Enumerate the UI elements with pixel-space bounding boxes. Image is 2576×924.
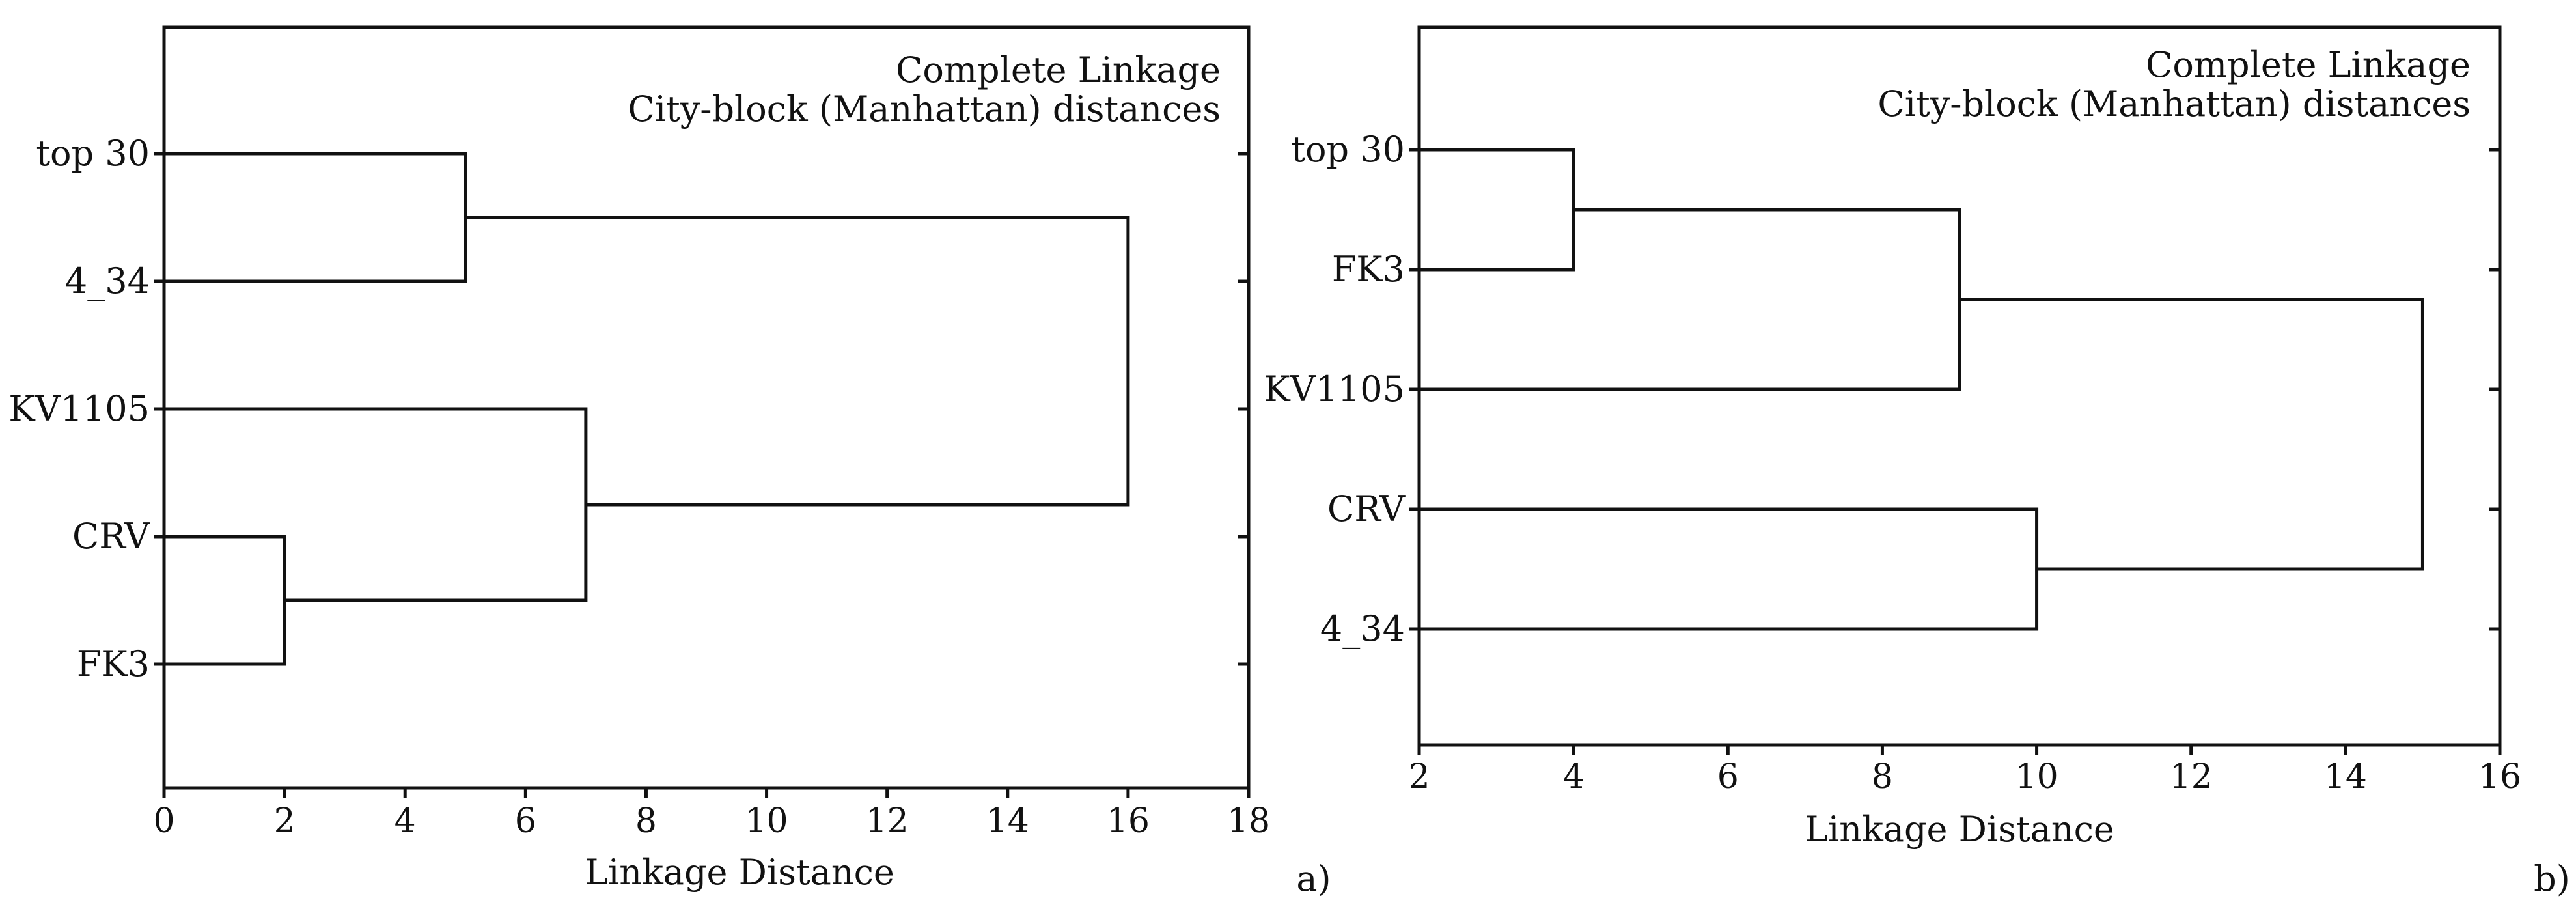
dendrogram-link <box>1419 148 1575 272</box>
x-tick-label: 2 <box>1408 757 1430 796</box>
leaf-label: CRV <box>72 516 150 557</box>
x-tick-label: 18 <box>1227 802 1270 841</box>
leaf-label: top 30 <box>1291 129 1405 170</box>
panel-label: b) <box>2534 858 2570 899</box>
x-axis-label: Linkage Distance <box>585 852 894 893</box>
leaf-label: top 30 <box>36 133 150 174</box>
x-tick-label: 12 <box>866 802 909 841</box>
x-axis-label: Linkage Distance <box>1805 809 2114 850</box>
x-tick-label: 14 <box>2324 757 2367 796</box>
x-tick-label: 0 <box>153 802 174 841</box>
x-tick-label: 10 <box>745 802 788 841</box>
x-tick-label: 2 <box>274 802 296 841</box>
leaf-label: KV1105 <box>8 388 150 429</box>
leaf-label: FK3 <box>1332 249 1405 290</box>
plot-frame <box>1417 25 2502 747</box>
x-tick-label: 8 <box>635 802 657 841</box>
x-tick-label: 4 <box>1563 757 1585 796</box>
panel-label: a) <box>1296 858 1331 899</box>
dendrogram-link <box>1419 507 2039 631</box>
leaf-label: FK3 <box>77 643 150 684</box>
x-tick-label: 8 <box>1872 757 1893 796</box>
leaf-label: KV1105 <box>1264 369 1405 410</box>
leaf-label: 4_34 <box>1320 608 1405 649</box>
x-tick-label: 16 <box>2478 757 2521 796</box>
leaf-label: 4_34 <box>65 260 150 301</box>
chart-title-line: City-block (Manhattan) distances <box>1877 83 2471 124</box>
x-tick-label: 6 <box>515 802 536 841</box>
chart-title-line: City-block (Manhattan) distances <box>628 89 1221 130</box>
x-tick-label: 14 <box>986 802 1029 841</box>
x-tick-label: 10 <box>2015 757 2058 796</box>
dendrogram-link <box>1419 208 1961 391</box>
dendrogram-link <box>1960 298 2424 571</box>
chart-title-line: Complete Linkage <box>2146 44 2471 85</box>
x-tick-label: 4 <box>395 802 416 841</box>
x-tick-label: 12 <box>2170 757 2213 796</box>
x-tick-label: 6 <box>1717 757 1739 796</box>
dendrogram-link <box>164 407 588 602</box>
dendrogram-link <box>465 216 1130 507</box>
chart-title-line: Complete Linkage <box>896 49 1221 91</box>
x-tick-label: 16 <box>1107 802 1150 841</box>
dendrogram-link <box>164 152 467 283</box>
leaf-label: CRV <box>1327 488 1406 529</box>
dendrogram-link <box>164 535 286 666</box>
